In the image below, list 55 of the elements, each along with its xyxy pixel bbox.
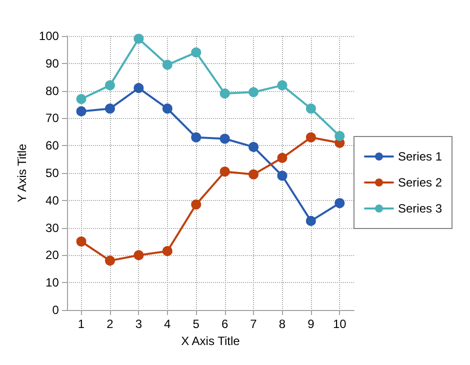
point [134,250,144,260]
y-tick-label: 60 [46,138,60,153]
point [191,47,202,58]
y-tick-label: 10 [46,276,60,290]
y-tick-label: 70 [46,111,60,126]
point [162,104,172,114]
y-axis-title: Y Axis Title [15,143,29,202]
x-tick-label: 7 [250,317,258,331]
point [248,87,259,98]
y-tick-label: 40 [46,193,60,208]
x-tick-label: 8 [278,317,286,331]
x-tick-label: 6 [221,317,228,331]
point [162,60,172,70]
point [248,142,259,152]
point [334,198,345,208]
legend-label: Series 3 [398,202,442,216]
legend-label: Series 1 [398,150,442,164]
x-tick-label: 2 [106,317,114,331]
x-tick-label: 3 [135,317,142,331]
x-tick-label: 9 [308,317,315,331]
point [134,34,144,44]
point [220,134,230,144]
x-tick-label: 5 [192,317,200,331]
y-tick-label: 20 [46,248,60,262]
y-tick-label: 0 [52,303,60,317]
point [306,216,316,226]
y-tick-label: 50 [46,166,60,180]
point [277,152,288,163]
x-tick-label: 4 [164,317,172,331]
point [306,104,316,114]
point [334,131,345,142]
x-tick-label: 1 [78,317,85,331]
point [162,246,172,256]
x-axis-title: X Axis Title [181,334,240,348]
point [104,80,115,90]
point [220,88,230,99]
point [134,83,144,94]
point [104,256,115,266]
y-tick-label: 90 [46,56,60,70]
point [104,104,115,114]
x-tick-label: 10 [332,317,347,331]
y-tick-label: 30 [46,220,60,235]
point [306,132,316,142]
legend-label: Series 2 [398,176,442,190]
point [76,236,86,246]
point [191,132,202,142]
point [248,169,259,180]
point [76,106,86,116]
point [76,94,86,104]
y-tick-label: 80 [46,84,60,98]
point [277,170,288,181]
y-tick-label: 100 [38,29,60,43]
point [277,80,288,90]
point [220,166,230,177]
point [191,200,202,210]
